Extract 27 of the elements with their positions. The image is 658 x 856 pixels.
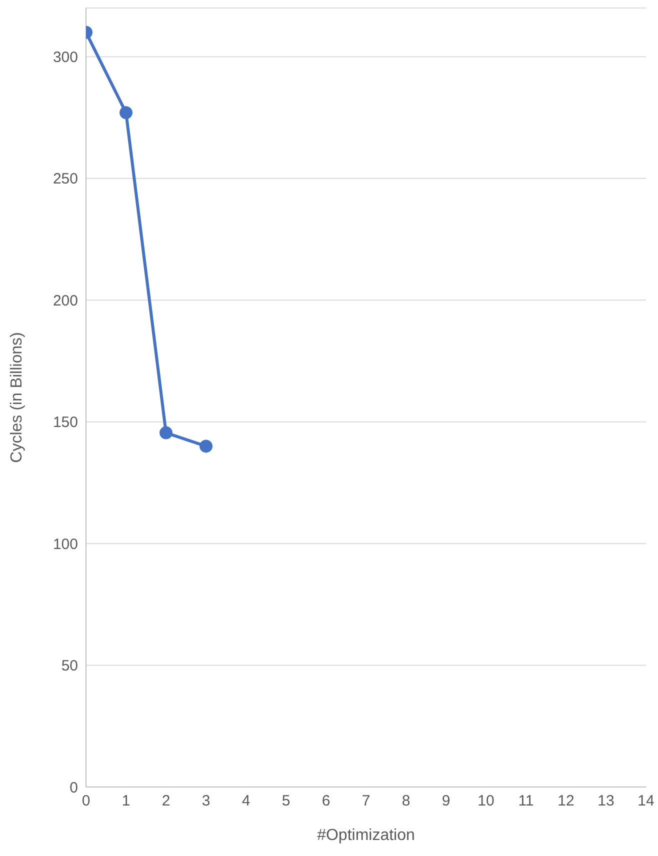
x-tick-label: 10: [478, 792, 494, 810]
x-tick-label: 1: [122, 792, 130, 810]
y-tick-label: 50: [61, 658, 78, 675]
y-tick-label: 150: [52, 414, 78, 432]
x-tick-label: 13: [598, 792, 614, 810]
x-tick-label: 6: [322, 792, 330, 810]
y-tick-label: 200: [52, 292, 78, 310]
x-tick-label: 7: [362, 792, 370, 810]
y-axis-title: Cycles (in Billions): [8, 332, 26, 463]
y-tick-label: 100: [52, 536, 78, 553]
x-axis-title: #Optimization: [317, 827, 415, 844]
x-tick-label: 0: [82, 792, 90, 810]
point: [200, 440, 212, 453]
point: [160, 426, 172, 440]
x-tick-label: 5: [282, 792, 290, 810]
x-tick-label: 14: [638, 792, 654, 810]
x-tick-label: 11: [518, 792, 534, 810]
y-tick-label: 0: [70, 779, 78, 796]
x-tick-label: 9: [442, 792, 450, 810]
point: [120, 106, 132, 120]
x-tick-label: 2: [162, 792, 170, 810]
x-tick-label: 4: [242, 792, 250, 810]
y-tick-label: 300: [52, 49, 78, 66]
x-tick-label: 3: [202, 792, 210, 810]
x-tick-label: 12: [558, 792, 574, 810]
y-tick-label: 250: [52, 170, 78, 188]
x-tick-label: 8: [402, 792, 410, 810]
